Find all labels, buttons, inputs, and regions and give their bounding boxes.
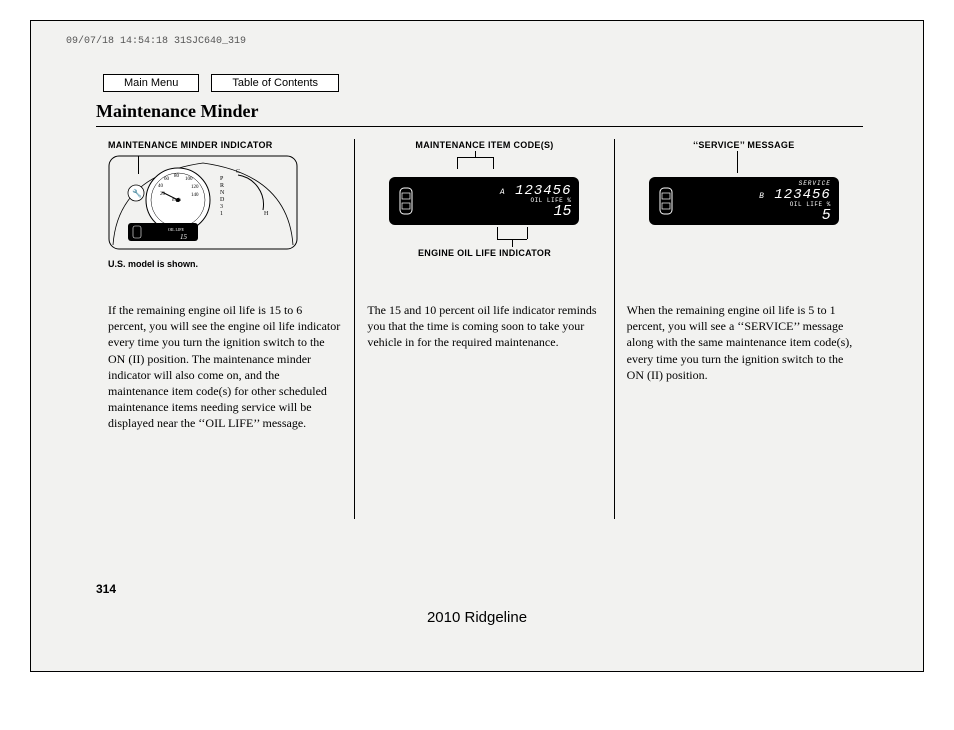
col1-body: If the remaining engine oil life is 15 t… xyxy=(108,302,342,432)
page-number: 314 xyxy=(96,582,116,596)
lcd-value: 5 xyxy=(675,208,831,223)
svg-text:1: 1 xyxy=(220,211,223,217)
label-oil-life-indicator: ENGINE OIL LIFE INDICATOR xyxy=(367,247,601,259)
svg-text:R: R xyxy=(220,183,224,189)
svg-text:100: 100 xyxy=(185,177,193,182)
svg-text:C: C xyxy=(236,169,240,175)
footer-model: 2010 Ridgeline xyxy=(31,609,923,626)
label-maintenance-minder-indicator: MAINTENANCE MINDER INDICATOR xyxy=(108,139,342,151)
nav-bar: Main Menu Table of Contents xyxy=(103,73,347,92)
header-stamp: 09/07/18 14:54:18 31SJC640_319 xyxy=(66,36,246,47)
lcd-display-service: SERVICE B 123456 OIL LIFE % 5 xyxy=(649,177,839,225)
svg-text:60: 60 xyxy=(164,177,170,182)
col-3: ‘‘SERVICE’’ MESSAGE SERVICE B 123456 OIL… xyxy=(614,139,873,519)
page-frame: 09/07/18 14:54:18 31SJC640_319 Main Menu… xyxy=(30,20,924,672)
main-menu-button[interactable]: Main Menu xyxy=(103,74,199,92)
svg-text:140: 140 xyxy=(191,193,199,198)
car-icon xyxy=(657,185,675,217)
svg-text:🔧: 🔧 xyxy=(132,188,142,198)
figure-lcd-service: ‘‘SERVICE’’ MESSAGE SERVICE B 123456 OIL… xyxy=(627,139,861,284)
svg-text:120: 120 xyxy=(191,185,199,190)
lcd-display-codes: A 123456 OIL LIFE % 15 xyxy=(389,177,579,225)
svg-text:D: D xyxy=(220,197,225,203)
svg-text:P: P xyxy=(220,176,224,182)
figure-gauge: MAINTENANCE MINDER INDICATOR 20 40 60 80… xyxy=(108,139,342,284)
col2-body: The 15 and 10 percent oil life indicator… xyxy=(367,302,601,351)
car-icon xyxy=(397,185,415,217)
svg-text:H: H xyxy=(264,211,269,217)
figure-lcd-codes: MAINTENANCE ITEM CODE(S) A 123456 xyxy=(367,139,601,284)
svg-text:N: N xyxy=(220,190,225,196)
section-title: Maintenance Minder xyxy=(96,101,863,127)
col-1: MAINTENANCE MINDER INDICATOR 20 40 60 80… xyxy=(96,139,354,519)
svg-text:80: 80 xyxy=(174,174,180,179)
col3-body: When the remaining engine oil life is 5 … xyxy=(627,302,861,383)
svg-text:40: 40 xyxy=(158,184,164,189)
svg-text:15: 15 xyxy=(180,233,188,241)
content-columns: MAINTENANCE MINDER INDICATOR 20 40 60 80… xyxy=(96,139,873,519)
lcd-value: 15 xyxy=(415,204,571,219)
label-service-message: ‘‘SERVICE’’ MESSAGE xyxy=(627,139,861,151)
toc-button[interactable]: Table of Contents xyxy=(211,74,339,92)
caption-us-model: U.S. model is shown. xyxy=(108,258,342,270)
gauge-cluster-drawing: 20 40 60 80 100 120 140 mph 🔧 P R xyxy=(108,155,298,250)
label-item-codes: MAINTENANCE ITEM CODE(S) xyxy=(367,139,601,151)
col-2: MAINTENANCE ITEM CODE(S) A 123456 xyxy=(354,139,613,519)
svg-text:OIL LIFE: OIL LIFE xyxy=(168,227,185,232)
svg-text:3: 3 xyxy=(220,204,223,210)
